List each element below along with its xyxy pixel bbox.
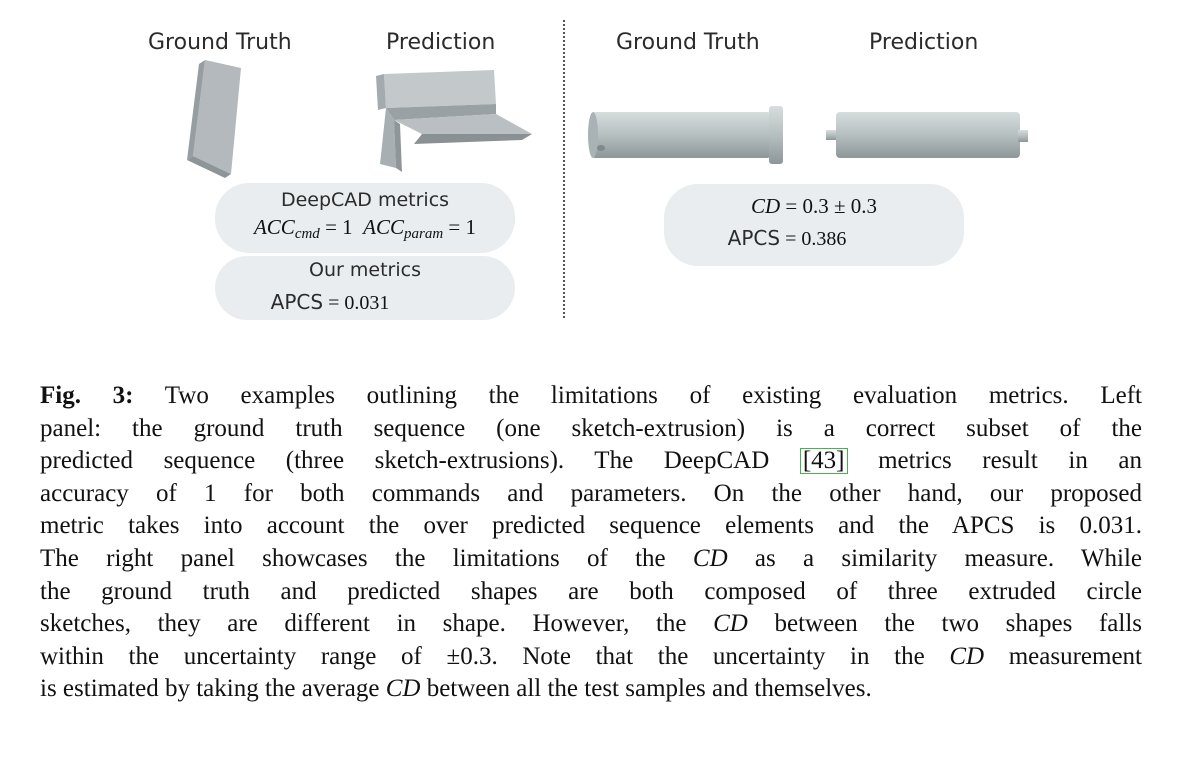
deepcad-acc-values: ACCcmd = 1 ACCparam = 1 — [215, 215, 515, 243]
left-ground-truth-plate-shape — [187, 60, 241, 178]
panel-divider — [563, 20, 565, 318]
citation-link[interactable]: [43] — [799, 448, 848, 475]
caption-line-6: The right panel showcases the limitation… — [40, 543, 1142, 576]
left-ground-truth-label: Ground Truth — [148, 30, 292, 55]
acc-param-rhs: = 1 — [448, 215, 477, 239]
caption-line-1: Fig. 3: Two examples outlining the limit… — [40, 380, 1142, 413]
acc-param-sub: param — [404, 226, 444, 242]
caption-text-6a: The right panel showcases the limitation… — [40, 544, 693, 572]
our-apcs-value: = 0.031 — [328, 292, 390, 314]
our-metrics-pill: Our metrics APCS = 0.031 — [215, 256, 515, 320]
caption-line-10: is estimated by taking the average CD be… — [40, 673, 1142, 706]
caption-cd-8: CD — [713, 610, 748, 638]
caption-text-3a: predicted sequence (three sketch-extrusi… — [40, 447, 800, 475]
acc-cmd-lhs: ACC — [253, 215, 295, 239]
our-metrics-title: Our metrics — [309, 259, 421, 281]
caption-line-5: metric takes into account the over predi… — [40, 512, 1142, 540]
caption-text-9b: measurement — [984, 642, 1143, 670]
caption-text-1: Two examples outlining the limitations o… — [133, 382, 1142, 409]
right-metrics-pill: CD = 0.3 ± 0.3 APCS = 0.386 — [664, 184, 964, 266]
caption-cd-6: CD — [692, 544, 728, 572]
right-apcs-row: APCS = 0.386 — [610, 226, 964, 251]
deepcad-metrics-pill: DeepCAD metrics ACCcmd = 1 ACCparam = 1 — [215, 183, 515, 253]
caption-line-4: accuracy of 1 for both commands and para… — [40, 479, 1142, 507]
caption-text-8b: between the two shapes falls — [747, 610, 1142, 638]
caption-text-9: within the uncertainty range of ±0.3. No… — [40, 642, 950, 670]
caption-text-6b: as a similarity measure. While — [727, 544, 1142, 572]
caption-line-9: within the uncertainty range of ±0.3. No… — [40, 641, 1142, 674]
acc-cmd-sub: cmd — [294, 226, 320, 242]
caption-text-10a: is estimated by taking the average — [40, 675, 386, 703]
deepcad-metrics-title: DeepCAD metrics — [280, 189, 450, 211]
cd-label: CD — [750, 194, 781, 218]
caption-text-8a: sketches, they are different in shape. H… — [40, 610, 714, 638]
our-apcs-row: APCS = 0.031 — [145, 290, 515, 315]
acc-param-lhs: ACC — [363, 215, 404, 239]
right-ground-truth-label: Ground Truth — [616, 30, 760, 55]
cd-row: CD = 0.3 ± 0.3 — [664, 194, 964, 219]
caption-text-10b: between all the test samples and themsel… — [420, 675, 872, 703]
caption-text-3b: metrics result in an — [847, 447, 1142, 475]
left-prediction-label: Prediction — [386, 30, 496, 55]
caption-line-3: predicted sequence (three sketch-extrusi… — [40, 445, 1142, 478]
right-prediction-cylinder-shape — [826, 112, 1028, 158]
right-apcs-value: = 0.386 — [785, 228, 847, 250]
right-prediction-label: Prediction — [869, 30, 979, 55]
caption-line-2: panel: the ground truth sequence (one sk… — [40, 414, 1142, 442]
cd-value: = 0.3 ± 0.3 — [785, 194, 878, 218]
acc-cmd-rhs: = 1 — [325, 215, 353, 239]
caption-line-7: the ground truth and predicted shapes ar… — [40, 577, 1142, 605]
right-apcs-label: APCS — [727, 226, 781, 250]
left-prediction-t-shape — [376, 70, 532, 172]
caption-cd-9: CD — [949, 642, 985, 670]
our-apcs-label: APCS — [270, 290, 324, 314]
figure-label: Fig. 3: — [40, 382, 134, 409]
caption-cd-10: CD — [385, 675, 421, 703]
right-ground-truth-cylinder-shape — [588, 106, 783, 164]
figure-caption: Fig. 3: Two examples outlining the limit… — [40, 380, 1142, 706]
caption-line-8: sketches, they are different in shape. H… — [40, 608, 1142, 641]
